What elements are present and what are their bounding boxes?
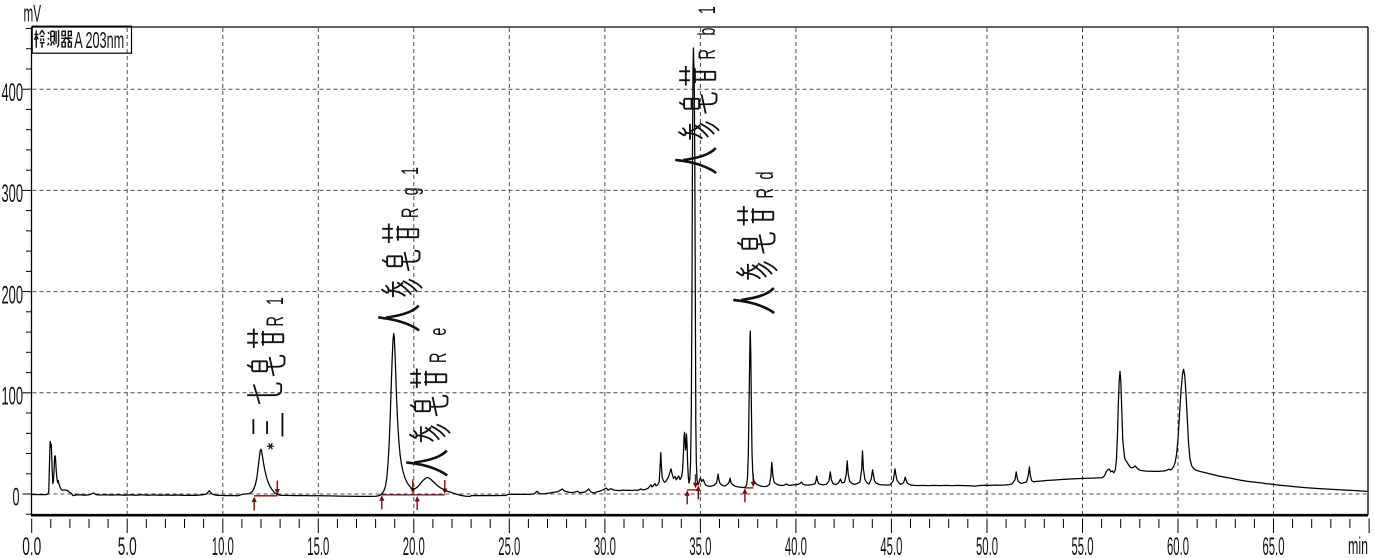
svg-text:300: 300 <box>2 180 24 208</box>
svg-text:Rg1: Rg1 <box>397 167 424 218</box>
svg-text:20.0: 20.0 <box>403 533 425 558</box>
svg-text:30.0: 30.0 <box>594 533 616 558</box>
svg-text:10.0: 10.0 <box>212 533 234 558</box>
svg-text:50.0: 50.0 <box>976 533 998 558</box>
svg-text:15.0: 15.0 <box>307 533 329 558</box>
svg-text:65.0: 65.0 <box>1263 533 1285 558</box>
svg-text:200: 200 <box>2 281 24 309</box>
svg-text:40.0: 40.0 <box>785 533 807 558</box>
svg-text:0.0: 0.0 <box>22 533 41 558</box>
svg-text:min: min <box>1348 533 1368 558</box>
svg-text:45.0: 45.0 <box>880 533 902 558</box>
svg-text:100: 100 <box>2 383 24 411</box>
svg-text:35.0: 35.0 <box>689 533 711 558</box>
svg-text:25.0: 25.0 <box>498 533 520 558</box>
svg-text:0: 0 <box>13 484 20 512</box>
svg-text:400: 400 <box>2 79 24 107</box>
svg-text:60.0: 60.0 <box>1167 533 1189 558</box>
svg-text:5.0: 5.0 <box>118 533 137 558</box>
svg-text:55.0: 55.0 <box>1072 533 1094 558</box>
svg-text:mV: mV <box>24 1 42 28</box>
svg-text:A 203nm: A 203nm <box>74 27 124 53</box>
svg-text:Rb1: Rb1 <box>694 6 721 59</box>
